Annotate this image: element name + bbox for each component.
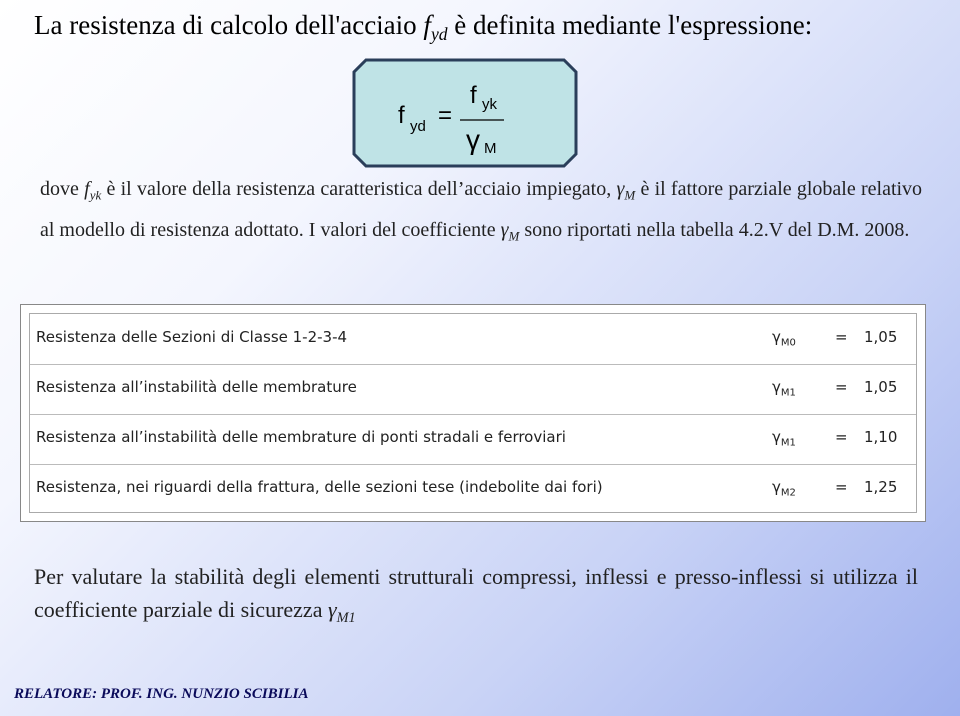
subscript: M0 — [780, 337, 796, 349]
title: La resistenza di calcolo dell'acciaio fy… — [34, 10, 812, 45]
row-value: 1,05 — [864, 328, 898, 346]
text: Per valutare la stabilità degli elementi… — [34, 564, 918, 622]
symbol-char: γ — [327, 597, 337, 622]
row-symbol: γM2 — [772, 478, 796, 499]
formula-frame — [352, 58, 578, 168]
formula-den: γ — [466, 124, 480, 155]
symbol-char: γ — [772, 378, 781, 396]
formula-eq: = — [438, 102, 453, 129]
title-text: è definita mediante l'espressione: — [454, 10, 813, 40]
table-row: Resistenza, nei riguardi della frattura,… — [30, 464, 916, 514]
title-text: La resistenza di calcolo dell'acciaio — [34, 10, 417, 40]
text: è il valore della resistenza caratterist… — [106, 178, 612, 200]
subscript: M1 — [780, 437, 796, 449]
formula-den-sub: M — [484, 140, 497, 157]
symbol: γM — [616, 178, 636, 203]
frame — [352, 58, 578, 168]
row-symbol: γM1 — [772, 378, 796, 399]
symbol-char: γ — [772, 478, 781, 496]
symbol: γM1 — [327, 597, 356, 626]
subscript: M — [624, 187, 636, 203]
row-label: Resistenza all’instabilità delle membrat… — [36, 428, 566, 446]
subscript: M1 — [336, 610, 356, 626]
coefficients-table: Resistenza delle Sezioni di Classe 1-2-3… — [20, 304, 926, 522]
table-row: Resistenza delle Sezioni di Classe 1-2-3… — [30, 314, 916, 365]
subscript: M2 — [780, 487, 796, 499]
subscript: M — [508, 228, 520, 244]
symbol-char: γ — [500, 218, 509, 241]
formula-num: f — [470, 82, 477, 109]
text: dove — [40, 178, 79, 200]
row-label: Resistenza, nei riguardi della frattura,… — [36, 478, 603, 496]
row-label: Resistenza delle Sezioni di Classe 1-2-3… — [36, 328, 348, 346]
row-value: 1,25 — [864, 478, 898, 496]
subscript: M1 — [780, 387, 796, 399]
row-equals: = — [835, 328, 848, 346]
subscript: yd — [430, 24, 448, 45]
text: è il fattore parziale globale relativo a… — [40, 178, 923, 241]
row-equals: = — [835, 378, 848, 396]
paragraph: dove fyk è il valore della resistenza ca… — [40, 172, 922, 253]
formula-lhs-sub: yd — [410, 118, 426, 135]
symbol-char: γ — [616, 178, 625, 200]
symbol: f — [423, 10, 431, 40]
row-equals: = — [835, 428, 848, 446]
row-equals: = — [835, 478, 848, 496]
footer: RELATORE: PROF. ING. NUNZIO SCIBILIA — [14, 686, 309, 702]
formula-lhs: f — [398, 102, 405, 129]
table-body: Resistenza delle Sezioni di Classe 1-2-3… — [29, 313, 917, 513]
title-symbol: fyd — [423, 10, 447, 44]
formula-num-sub: yk — [482, 96, 497, 113]
paragraph: Per valutare la stabilità degli elementi… — [34, 560, 918, 635]
symbol-char: f — [84, 178, 90, 200]
table-row: Resistenza all’instabilità delle membrat… — [30, 414, 916, 465]
symbol: fyk — [84, 178, 102, 203]
row-symbol: γM1 — [772, 428, 796, 449]
symbol: γM — [500, 218, 520, 244]
subscript: yk — [89, 187, 102, 203]
row-value: 1,05 — [864, 378, 898, 396]
table-row: Resistenza all’instabilità delle membrat… — [30, 364, 916, 415]
row-value: 1,10 — [864, 428, 898, 446]
symbol-char: γ — [772, 428, 781, 446]
symbol-char: γ — [772, 328, 781, 346]
row-symbol: γM0 — [772, 328, 796, 349]
formula-box: f yd = f yk γ M — [352, 58, 578, 168]
text: sono riportati nella tabella 4.2.V del D… — [524, 218, 910, 241]
row-label: Resistenza all’instabilità delle membrat… — [36, 378, 357, 396]
